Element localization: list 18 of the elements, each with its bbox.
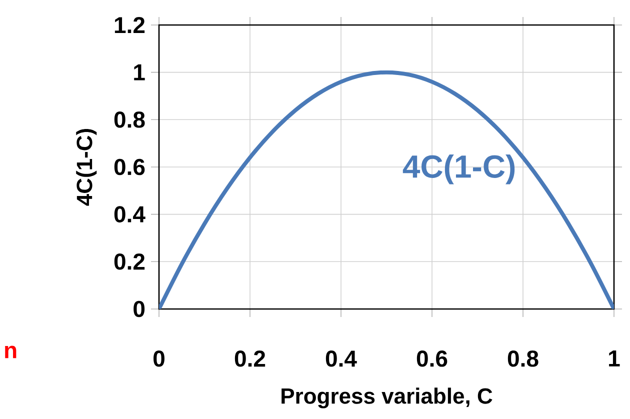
x-tick-label: 0 xyxy=(154,350,164,367)
x-tick-label: 0.4 xyxy=(326,350,357,367)
series-label: 4C(1-C) xyxy=(402,154,515,184)
x-tick-label: 0.2 xyxy=(234,350,266,367)
x-tick-label: 1 xyxy=(609,350,620,366)
y-tick-label: 0.8 xyxy=(114,112,145,128)
x-tick-label: 0.6 xyxy=(416,350,448,367)
y-tick-label: 1 xyxy=(134,64,145,80)
y-tick-label: 0.6 xyxy=(114,158,145,176)
y-tick-label: 1.2 xyxy=(114,16,145,34)
y-tick-label: 0.2 xyxy=(114,254,145,270)
x-axis-title: Progress variable, C xyxy=(282,388,492,408)
text: n xyxy=(5,346,16,358)
y-tick-label: 0 xyxy=(134,300,145,318)
y-axis-title: 4C(1-C) xyxy=(76,128,97,206)
x-tick-label: 0.8 xyxy=(508,350,538,367)
y-tick-label: 0.4 xyxy=(114,206,146,222)
line-series xyxy=(159,70,614,309)
